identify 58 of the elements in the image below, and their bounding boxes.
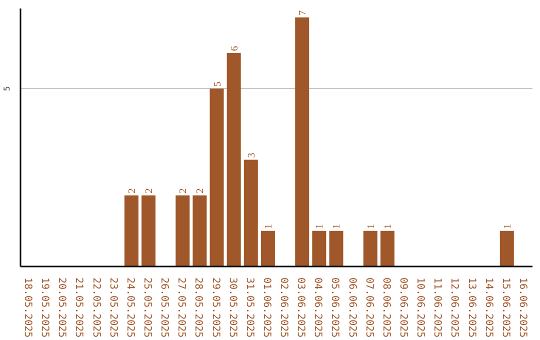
bar <box>329 230 344 266</box>
bar <box>295 17 310 266</box>
data-label: 1 <box>502 224 514 229</box>
x-tick-label: 20.05.2025 <box>56 278 68 338</box>
x-tick-label: 29.05.2025 <box>210 278 221 338</box>
x-tick-label: 08.06.2025 <box>380 278 392 338</box>
bar <box>380 230 394 266</box>
data-label: 6 <box>229 46 240 51</box>
bar <box>260 230 275 266</box>
x-tick-label: 22.05.2025 <box>90 278 102 338</box>
bar <box>124 195 138 266</box>
bar <box>500 230 514 266</box>
x-tick-label: 23.05.2025 <box>107 278 118 338</box>
x-tick-label: 25.05.2025 <box>142 278 152 338</box>
bar <box>192 195 207 266</box>
x-tick-label: 09.06.2025 <box>398 278 408 338</box>
x-tick-label: 13.06.2025 <box>466 278 477 338</box>
bar <box>142 195 156 266</box>
x-tick-label: 30.05.2025 <box>226 278 238 338</box>
bar <box>210 88 224 266</box>
x-tick-label: 07.06.2025 <box>363 278 374 338</box>
x-tick-label: 19.05.2025 <box>39 278 50 338</box>
data-label: 2 <box>144 188 155 194</box>
x-tick-label: 26.05.2025 <box>158 278 170 338</box>
x-tick-label: 31.05.2025 <box>244 278 255 338</box>
x-tick-label: 10.06.2025 <box>414 278 426 338</box>
bar <box>312 230 326 266</box>
x-tick-label: 06.06.2025 <box>346 278 358 338</box>
x-tick-label: 14.06.2025 <box>482 278 494 338</box>
x-tick-label: 27.05.2025 <box>176 278 187 338</box>
x-tick-label: 28.05.2025 <box>192 278 204 338</box>
x-tick-label: 16.06.2025 <box>516 278 528 338</box>
data-label: 1 <box>263 224 274 229</box>
data-label: 1 <box>366 224 377 229</box>
x-tick-label: 11.06.2025 <box>432 278 443 338</box>
data-label: 3 <box>246 152 258 158</box>
data-label: 2 <box>126 188 138 194</box>
bar <box>226 52 241 266</box>
bar <box>244 160 258 266</box>
data-label: 2 <box>178 188 190 194</box>
bar <box>363 230 378 266</box>
x-tick-label: 03.06.2025 <box>295 278 306 338</box>
x-tick-label: 02.06.2025 <box>278 278 290 338</box>
data-label: 1 <box>332 224 343 229</box>
data-label: 1 <box>382 224 394 229</box>
x-tick-label: 05.06.2025 <box>329 278 340 338</box>
data-label: 1 <box>314 224 326 229</box>
x-tick-label: 01.06.2025 <box>260 278 272 338</box>
x-tick-label: 12.06.2025 <box>448 278 460 338</box>
data-label: 7 <box>298 10 309 16</box>
bar <box>176 195 190 266</box>
x-tick-label: 18.05.2025 <box>22 278 34 338</box>
x-tick-label: 04.06.2025 <box>312 278 324 338</box>
x-tick-label: 15.06.2025 <box>500 278 511 338</box>
x-tick-label: 21.05.2025 <box>73 278 84 338</box>
data-label: 2 <box>195 188 206 194</box>
x-tick-label: 24.05.2025 <box>124 278 136 338</box>
data-label: 5 <box>212 82 224 87</box>
